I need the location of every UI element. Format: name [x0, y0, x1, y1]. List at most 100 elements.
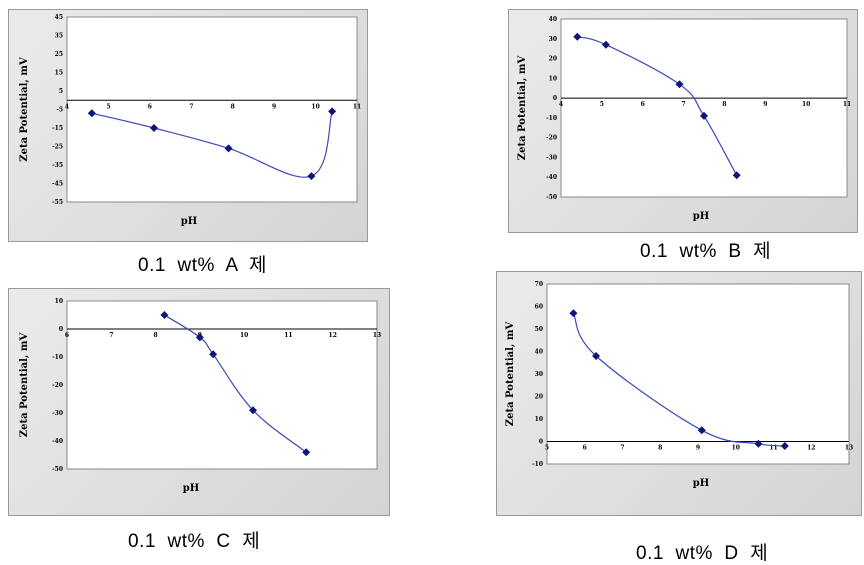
y-tick-label: 45	[55, 14, 63, 21]
chart-panel-d: 70 60 50 40 30 20 10 0 -10 5 6 7 8 9 10 11 12 13 pH Zeta Po…	[496, 271, 862, 516]
y-tick-label: -10	[532, 461, 543, 468]
x-tick-label: 4	[559, 101, 563, 108]
x-tick-label: 7	[189, 103, 193, 110]
x-tick-label: 10	[802, 101, 810, 108]
chart-svg-c: 100-10-20-30-40-50678910111213pHZeta Pot…	[19, 298, 381, 494]
x-tick-label: 11	[353, 103, 361, 110]
x-axis-title: pH	[181, 216, 197, 227]
data-point	[732, 171, 741, 180]
x-tick-label: 6	[148, 103, 152, 110]
y-tick-label: -20	[52, 382, 63, 389]
x-tick-label: 12	[807, 445, 815, 452]
chart-panel-c: 100-10-20-30-40-50678910111213pHZeta Pot…	[8, 288, 390, 516]
y-tick-label: -20	[546, 135, 557, 142]
chart-caption-b: 0.1 wt% B 제	[640, 241, 772, 262]
x-tick-label: 8	[722, 101, 726, 108]
y-tick-label: 25	[55, 51, 63, 58]
data-point	[249, 406, 257, 415]
y-tick-label: -55	[52, 199, 63, 206]
x-tick-label: 9	[272, 103, 276, 110]
chart-panel-a: 45 35 25 15 5 -5 -15 -25 -35 -45 -55 4 5 6 7 8 9 10 11 pH Ze…	[8, 9, 368, 242]
y-tick-label: 60	[535, 304, 543, 311]
plot-area	[560, 18, 848, 198]
data-point	[302, 448, 311, 457]
data-point	[195, 333, 204, 342]
plot-area	[546, 283, 850, 465]
y-tick-label: 70	[535, 281, 543, 288]
y-tick-label: 5	[59, 88, 63, 95]
x-tick-label: 8	[658, 445, 662, 452]
x-tick-label: 9	[696, 445, 700, 452]
y-tick-label: -35	[52, 162, 63, 169]
x-tick-label: 7	[109, 332, 113, 339]
x-tick-label: 5	[600, 101, 604, 108]
data-point	[209, 350, 218, 359]
data-point	[754, 439, 763, 448]
y-tick-label: 0	[553, 95, 557, 102]
plot-area	[66, 16, 358, 203]
chart-caption-c: 0.1 wt% C 제	[128, 531, 261, 552]
data-point	[150, 124, 158, 132]
y-tick-label: 50	[535, 326, 543, 333]
x-tick-label: 10	[311, 103, 319, 110]
y-tick-label: -25	[52, 144, 63, 151]
x-tick-label: 12	[329, 332, 337, 339]
x-axis-title: pH	[183, 483, 199, 494]
x-tick-label: 7	[620, 445, 624, 452]
chart-caption-d: 0.1 wt% D 제	[636, 543, 769, 564]
data-point	[573, 32, 582, 41]
data-point	[87, 109, 96, 118]
data-point	[160, 311, 169, 319]
x-axis-title: pH	[693, 478, 709, 489]
x-tick-label: 11	[769, 445, 777, 452]
y-tick-label: -40	[52, 438, 63, 445]
y-axis-title: Zeta Potential, mV	[517, 56, 528, 161]
y-tick-label: -5	[56, 107, 63, 114]
y-axis-title: Zeta Potential, mV	[19, 333, 30, 438]
data-point	[601, 40, 610, 49]
data-point	[697, 426, 706, 435]
data-point	[592, 352, 601, 360]
y-tick-label: 0	[59, 326, 63, 333]
y-tick-label: 20	[535, 394, 543, 401]
x-tick-label: 13	[845, 445, 853, 452]
y-tick-label: 30	[549, 36, 557, 43]
data-point	[328, 107, 337, 116]
chart-svg-b: 40 30 20 10 0 -10 -20 -30 -40 -50 4 5 6 7 8 9 10 11 pH Zeta…	[517, 16, 851, 222]
plot-area	[66, 300, 378, 470]
x-tick-label: 11	[843, 101, 851, 108]
data-point	[700, 111, 708, 120]
data-point	[224, 144, 233, 153]
x-tick-label: 4	[65, 103, 69, 110]
y-tick-label: -10	[52, 354, 63, 361]
y-tick-label: -30	[52, 410, 63, 417]
data-point	[780, 442, 789, 450]
x-axis-title: pH	[693, 211, 709, 222]
y-tick-label: 40	[549, 16, 557, 23]
y-tick-label: 40	[535, 349, 543, 356]
chart-panel-b: 40 30 20 10 0 -10 -20 -30 -40 -50 4 5 6 7 8 9 10 11 pH Zeta…	[508, 9, 858, 233]
chart-svg-d: 70 60 50 40 30 20 10 0 -10 5 6 7 8 9 10 11 12 13 pH Zeta Po…	[505, 281, 853, 489]
y-tick-label: 0	[539, 439, 543, 446]
data-point	[569, 309, 578, 318]
y-tick-label: 30	[535, 371, 543, 378]
x-tick-label: 8	[231, 103, 235, 110]
x-tick-label: 6	[641, 101, 645, 108]
x-tick-label: 13	[373, 332, 381, 339]
y-tick-label: -45	[52, 181, 63, 188]
x-tick-label: 9	[763, 101, 767, 108]
x-tick-label: 10	[240, 332, 248, 339]
data-point	[675, 80, 684, 89]
x-tick-label: 6	[65, 332, 69, 339]
x-tick-label: 8	[153, 332, 157, 339]
y-tick-label: -30	[546, 154, 557, 161]
series-line	[572, 312, 785, 447]
y-tick-label: 15	[55, 70, 63, 77]
y-tick-label: 20	[549, 56, 557, 63]
data-point	[307, 172, 316, 181]
y-axis-title: Zeta Potential, mV	[19, 57, 30, 162]
y-tick-label: 10	[549, 75, 557, 82]
y-tick-label: 10	[535, 416, 543, 423]
y-tick-label: -15	[52, 125, 63, 132]
